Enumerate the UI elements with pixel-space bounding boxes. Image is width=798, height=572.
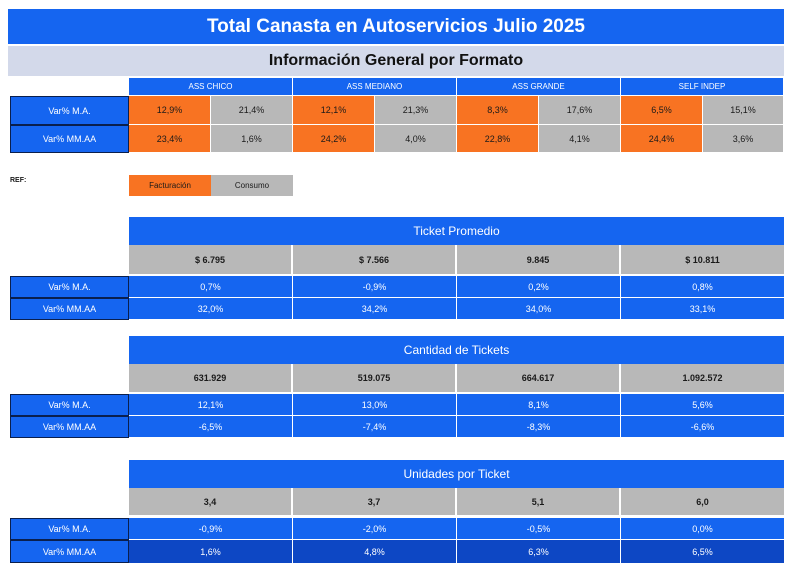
cantidad-tickets-row-label-ma: Var% M.A.: [10, 394, 129, 416]
general-ma-ass-grande-consumo: 17,6%: [539, 96, 621, 125]
cantidad-tickets-ma-ass-chico: 12,1%: [129, 394, 293, 416]
general-row-label-mmaa: Var% MM.AA: [10, 125, 129, 153]
ticket-promedio-row-label-ma: Var% M.A.: [10, 276, 129, 298]
ticket-promedio-mmaa-ass-mediano: 34,2%: [293, 298, 457, 320]
cantidad-tickets-self-indep: 1.092.572: [621, 364, 784, 392]
general-row-label-ma: Var% M.A.: [10, 96, 129, 125]
unidades-ticket-ass-chico: 3,4: [129, 488, 293, 515]
ticket-promedio-ma-ass-grande: 0,2%: [457, 276, 621, 298]
ticket-promedio-mmaa-self-indep: 33,1%: [621, 298, 784, 320]
report-title: Total Canasta en Autoservicios Julio 202…: [8, 9, 784, 44]
ticket-promedio-self-indep: $ 10.811: [621, 245, 784, 274]
general-ma-self-indep-facturacion: 6,5%: [621, 96, 703, 125]
unidades-ticket-ma-ass-mediano: -2,0%: [293, 518, 457, 540]
cantidad-tickets-ass-mediano: 519.075: [293, 364, 457, 392]
general-mmaa-ass-grande-facturacion: 22,8%: [457, 125, 539, 153]
cantidad-tickets-mmaa-ass-chico: -6,5%: [129, 416, 293, 438]
cantidad-tickets-ass-chico: 631.929: [129, 364, 293, 392]
cantidad-tickets-mmaa-ass-grande: -8,3%: [457, 416, 621, 438]
unidades-ticket-row-label-ma: Var% M.A.: [10, 518, 129, 540]
general-ma-ass-chico-consumo: 21,4%: [211, 96, 293, 125]
general-mmaa-ass-chico-facturacion: 23,4%: [129, 125, 211, 153]
cantidad-tickets-ma-self-indep: 5,6%: [621, 394, 784, 416]
ticket-promedio-ass-chico: $ 6.795: [129, 245, 293, 274]
unidades-ticket-mmaa-self-indep: 6,5%: [621, 540, 784, 563]
general-ma-ass-grande-facturacion: 8,3%: [457, 96, 539, 125]
cantidad-tickets-mmaa-ass-mediano: -7,4%: [293, 416, 457, 438]
format-header-ass-grande: ASS GRANDE: [457, 78, 621, 95]
cantidad-tickets-title: Cantidad de Tickets: [129, 336, 784, 364]
unidades-ticket-mmaa-ass-grande: 6,3%: [457, 540, 621, 563]
cantidad-tickets-ma-ass-mediano: 13,0%: [293, 394, 457, 416]
format-header-ass-chico: ASS CHICO: [129, 78, 293, 95]
unidades-ticket-mmaa-ass-chico: 1,6%: [129, 540, 293, 563]
ticket-promedio-ma-ass-mediano: -0,9%: [293, 276, 457, 298]
unidades-ticket-row-label-mmaa: Var% MM.AA: [10, 540, 129, 563]
ticket-promedio-mmaa-ass-chico: 32,0%: [129, 298, 293, 320]
general-mmaa-ass-mediano-consumo: 4,0%: [375, 125, 457, 153]
cantidad-tickets-row-label-mmaa: Var% MM.AA: [10, 416, 129, 438]
general-mmaa-ass-chico-consumo: 1,6%: [211, 125, 293, 153]
ref-consumo-swatch: Consumo: [211, 175, 293, 196]
ticket-promedio-ma-self-indep: 0,8%: [621, 276, 784, 298]
general-ma-ass-chico-facturacion: 12,9%: [129, 96, 211, 125]
general-ma-ass-mediano-consumo: 21,3%: [375, 96, 457, 125]
general-mmaa-self-indep-facturacion: 24,4%: [621, 125, 703, 153]
ref-label: REF:: [10, 177, 27, 184]
ticket-promedio-ass-grande: 9.845: [457, 245, 621, 274]
ticket-promedio-ma-ass-chico: 0,7%: [129, 276, 293, 298]
general-ma-self-indep-consumo: 15,1%: [703, 96, 784, 125]
unidades-ticket-ma-self-indep: 0,0%: [621, 518, 784, 540]
ticket-promedio-ass-mediano: $ 7.566: [293, 245, 457, 274]
unidades-ticket-mmaa-ass-mediano: 4,8%: [293, 540, 457, 563]
unidades-ticket-ass-mediano: 3,7: [293, 488, 457, 515]
format-header-self-indep: SELF INDEP: [621, 78, 784, 95]
ticket-promedio-title: Ticket Promedio: [129, 217, 784, 245]
general-mmaa-ass-grande-consumo: 4,1%: [539, 125, 621, 153]
general-mmaa-self-indep-consumo: 3,6%: [703, 125, 784, 153]
ticket-promedio-mmaa-ass-grande: 34,0%: [457, 298, 621, 320]
ticket-promedio-row-label-mmaa: Var% MM.AA: [10, 298, 129, 320]
unidades-ticket-ma-ass-chico: -0,9%: [129, 518, 293, 540]
cantidad-tickets-ma-ass-grande: 8,1%: [457, 394, 621, 416]
unidades-ticket-self-indep: 6,0: [621, 488, 784, 515]
cantidad-tickets-mmaa-self-indep: -6,6%: [621, 416, 784, 438]
format-header-ass-mediano: ASS MEDIANO: [293, 78, 457, 95]
unidades-ticket-ass-grande: 5,1: [457, 488, 621, 515]
cantidad-tickets-ass-grande: 664.617: [457, 364, 621, 392]
report-subtitle: Información General por Formato: [8, 46, 784, 76]
unidades-ticket-title: Unidades por Ticket: [129, 460, 784, 488]
general-ma-ass-mediano-facturacion: 12,1%: [293, 96, 375, 125]
unidades-ticket-ma-ass-grande: -0,5%: [457, 518, 621, 540]
ref-facturacion-swatch: Facturación: [129, 175, 211, 196]
general-mmaa-ass-mediano-facturacion: 24,2%: [293, 125, 375, 153]
